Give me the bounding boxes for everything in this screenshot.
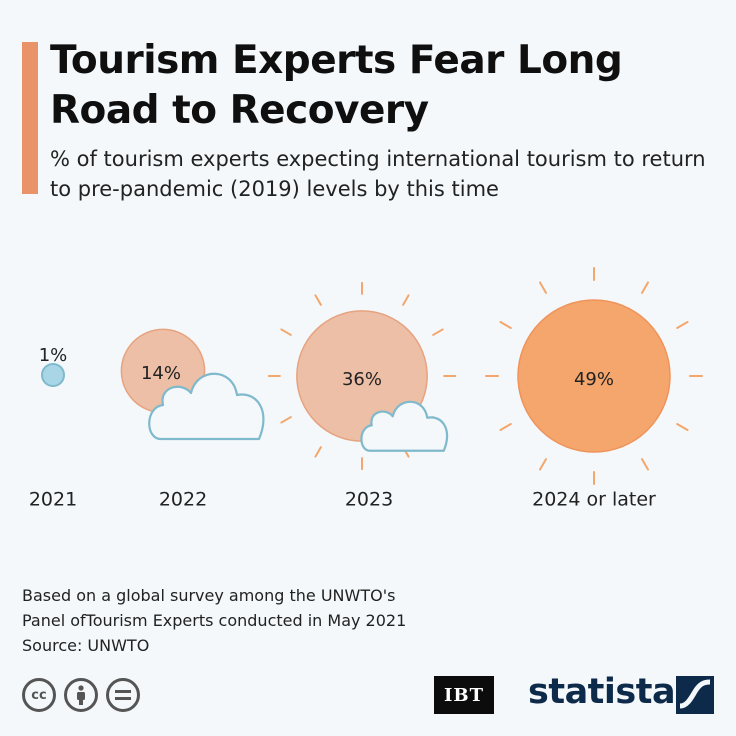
license-icons: cc xyxy=(22,678,140,712)
footnote-line-2: Panel ofTourism Experts conducted in May… xyxy=(22,611,407,630)
category-label-2: 2023 xyxy=(345,489,393,511)
bubble-chart: 1% 2021 14% 2022 36% 2023 49% 2024 or later xyxy=(29,267,703,511)
footnote-line-1: Based on a global survey among the UNWTO… xyxy=(22,586,396,605)
bubble-2021 xyxy=(41,363,65,387)
sun-ray-3-8 xyxy=(539,281,547,294)
sun-ray-2-4 xyxy=(314,446,322,458)
cloud-icon-1 xyxy=(148,372,265,441)
source-line: Source: UNWTO xyxy=(22,636,150,655)
sun-ray-3-5 xyxy=(499,423,512,431)
value-label-1: 14% xyxy=(141,363,181,384)
accent-bar xyxy=(22,42,38,194)
cloud-icon-2 xyxy=(360,400,449,452)
ibt-logo[interactable]: IBT xyxy=(434,676,494,714)
sun-ray-3-1 xyxy=(676,423,689,431)
attribution-icon[interactable] xyxy=(64,678,98,712)
sun-ray-3-7 xyxy=(499,321,512,329)
category-label-1: 2022 xyxy=(159,489,207,511)
sun-ray-2-11 xyxy=(432,328,444,336)
value-label-2: 36% xyxy=(342,369,382,390)
sun-ray-3-2 xyxy=(641,458,649,471)
sun-ray-3-10 xyxy=(641,281,649,294)
statista-mark-icon xyxy=(676,676,714,714)
sun-ray-3-4 xyxy=(539,458,547,471)
value-label-3: 49% xyxy=(574,369,614,390)
category-label-3: 2024 or later xyxy=(532,489,656,511)
chart-title: Tourism Experts Fear Long Road to Recove… xyxy=(50,38,623,133)
footnote: Based on a global survey among the UNWTO… xyxy=(22,583,406,658)
statista-logo[interactable]: statista xyxy=(528,672,676,712)
sun-ray-2-10 xyxy=(402,294,410,306)
sun-ray-3-11 xyxy=(676,321,689,329)
chart-subtitle: % of tourism experts expecting internati… xyxy=(50,147,706,201)
sun-ray-2-8 xyxy=(314,294,322,306)
category-label-0: 2021 xyxy=(29,489,77,511)
sun-ray-2-5 xyxy=(280,416,292,424)
no-derivatives-icon[interactable] xyxy=(106,678,140,712)
bubble-2024-or-later xyxy=(517,299,671,453)
cc-icon[interactable]: cc xyxy=(22,678,56,712)
sun-ray-2-7 xyxy=(280,328,292,336)
value-label-0: 1% xyxy=(39,345,68,366)
